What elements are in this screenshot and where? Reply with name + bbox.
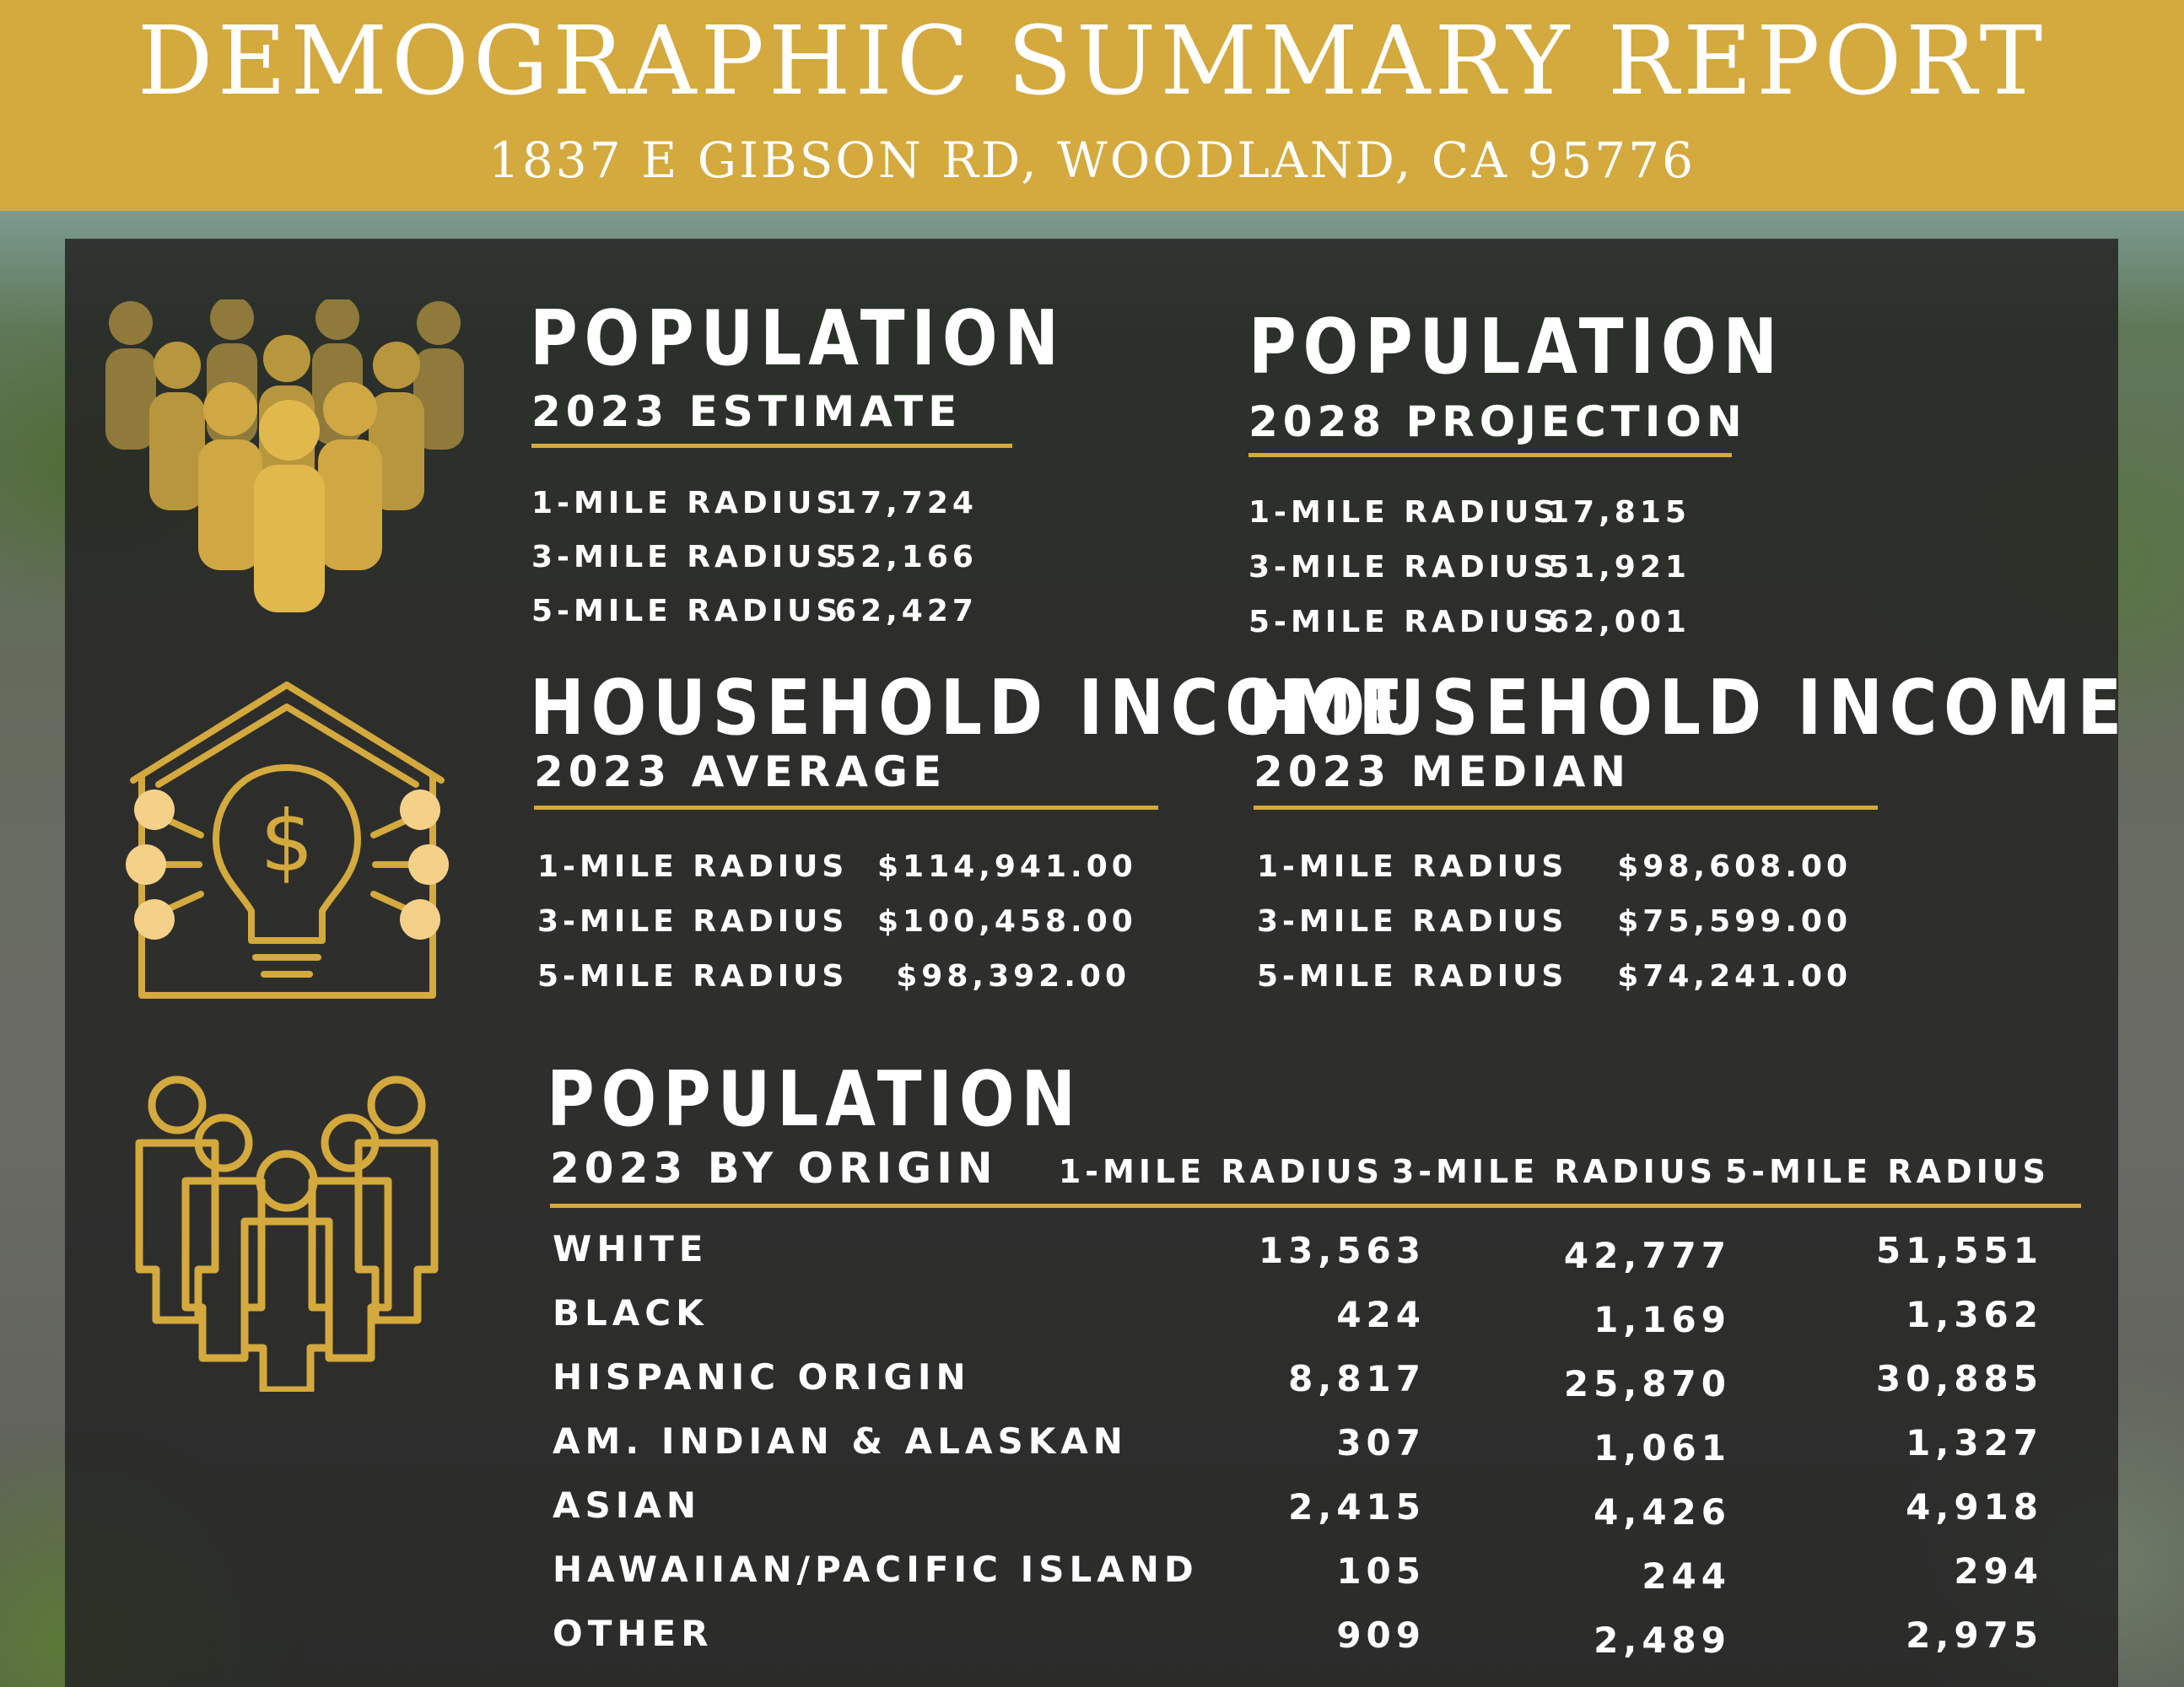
origin-cell: 2,415 bbox=[1288, 1486, 1426, 1528]
origin-cell: 42,777 bbox=[1563, 1235, 1731, 1276]
income-avg-rule bbox=[534, 806, 1158, 810]
origin-cell: 1,362 bbox=[1906, 1294, 2043, 1335]
pop-2023-row-value: 17,724 bbox=[835, 486, 978, 520]
origin-cell: 1,169 bbox=[1594, 1299, 1731, 1340]
house-income-icon: $ bbox=[126, 682, 449, 999]
origin-cell: 424 bbox=[1336, 1294, 1426, 1335]
pop-2028-title: POPULATION bbox=[1248, 303, 1784, 391]
income-avg-row-value: $114,941.00 bbox=[877, 849, 1137, 884]
pop-2023-title: POPULATION bbox=[530, 294, 1065, 383]
income-avg-row-value: $100,458.00 bbox=[877, 904, 1137, 939]
people-outline-icon bbox=[135, 1075, 439, 1392]
origin-cell: 307 bbox=[1336, 1422, 1426, 1463]
origin-cell: 8,817 bbox=[1288, 1358, 1426, 1399]
origin-cell: 25,870 bbox=[1563, 1363, 1731, 1404]
origin-column-header: 5-MILE RADIUS bbox=[1724, 1153, 2050, 1190]
origin-row-label: OTHER bbox=[553, 1613, 714, 1654]
origin-title: POPULATION bbox=[547, 1055, 1082, 1144]
origin-row-label: WHITE bbox=[553, 1228, 709, 1269]
origin-cell: 909 bbox=[1336, 1614, 1426, 1656]
pop-2023-row-value: 52,166 bbox=[835, 540, 978, 574]
income-median-row-label: 5-MILE RADIUS bbox=[1257, 959, 1568, 994]
origin-cell: 30,885 bbox=[1875, 1358, 2043, 1399]
income-median-title: HOUSEHOLD INCOME bbox=[1248, 664, 2129, 752]
pop-2023-row-label: 3-MILE RADIUS bbox=[531, 540, 843, 574]
origin-column-header: 3-MILE RADIUS bbox=[1391, 1153, 1717, 1190]
origin-cell: 51,551 bbox=[1875, 1230, 2043, 1271]
origin-cell: 1,061 bbox=[1594, 1427, 1731, 1469]
income-median-row-value: $75,599.00 bbox=[1617, 904, 1852, 939]
pop-2023-subtitle: 2023 ESTIMATE bbox=[531, 387, 963, 436]
income-median-subtitle: 2023 MEDIAN bbox=[1254, 747, 1631, 796]
income-avg-row-value: $98,392.00 bbox=[896, 959, 1130, 994]
pop-2023-row-value: 62,427 bbox=[835, 594, 978, 628]
income-avg-title: HOUSEHOLD INCOME bbox=[530, 664, 1410, 752]
origin-row-label: HISPANIC ORIGIN bbox=[553, 1356, 971, 1398]
pop-2028-row-value: 51,921 bbox=[1548, 550, 1691, 585]
income-avg-subtitle: 2023 AVERAGE bbox=[534, 747, 947, 796]
pop-2023-rule bbox=[531, 444, 1012, 448]
origin-row-label: AM. INDIAN & ALASKAN bbox=[553, 1420, 1128, 1462]
origin-rule bbox=[550, 1204, 2081, 1208]
origin-cell: 244 bbox=[1642, 1555, 1731, 1597]
origin-cell: 4,426 bbox=[1594, 1491, 1731, 1533]
origin-subtitle: 2023 BY ORIGIN bbox=[550, 1144, 998, 1193]
pop-2028-rule bbox=[1248, 453, 1732, 457]
origin-cell: 2,489 bbox=[1594, 1620, 1731, 1661]
pop-2028-subtitle: 2028 PROJECTION bbox=[1248, 397, 1747, 446]
pop-2028-row-value: 62,001 bbox=[1548, 605, 1691, 639]
origin-column-header: 1-MILE RADIUS bbox=[1058, 1153, 1383, 1190]
income-median-rule bbox=[1254, 806, 1878, 810]
origin-cell: 1,327 bbox=[1906, 1422, 2043, 1463]
income-median-row-value: $74,241.00 bbox=[1617, 959, 1852, 994]
pop-2028-row-label: 1-MILE RADIUS bbox=[1248, 495, 1560, 530]
origin-cell: 13,563 bbox=[1258, 1230, 1426, 1271]
income-median-row-label: 3-MILE RADIUS bbox=[1257, 904, 1568, 939]
origin-cell: 294 bbox=[1954, 1550, 2043, 1592]
report-header: DEMOGRAPHIC SUMMARY REPORT 1837 E GIBSON… bbox=[0, 0, 2184, 211]
income-median-row-value: $98,608.00 bbox=[1617, 849, 1852, 884]
pop-2023-row-label: 5-MILE RADIUS bbox=[531, 594, 843, 628]
origin-cell: 4,918 bbox=[1906, 1486, 2043, 1528]
report-address: 1837 E GIBSON RD, WOODLAND, CA 95776 bbox=[488, 132, 1696, 189]
svg-text:$: $ bbox=[260, 792, 314, 891]
income-avg-row-label: 1-MILE RADIUS bbox=[537, 849, 849, 884]
income-avg-row-label: 5-MILE RADIUS bbox=[537, 959, 849, 994]
origin-cell: 2,975 bbox=[1906, 1614, 2043, 1656]
pop-2023-row-label: 1-MILE RADIUS bbox=[531, 486, 843, 520]
origin-cell: 105 bbox=[1336, 1550, 1426, 1592]
income-median-row-label: 1-MILE RADIUS bbox=[1257, 849, 1568, 884]
origin-row-label: HAWAIIAN/PACIFIC ISLAND bbox=[553, 1549, 1199, 1590]
origin-row-label: BLACK bbox=[553, 1292, 709, 1334]
pop-2028-row-value: 17,815 bbox=[1548, 495, 1691, 530]
pop-2028-row-label: 5-MILE RADIUS bbox=[1248, 605, 1560, 639]
report-title: DEMOGRAPHIC SUMMARY REPORT bbox=[137, 7, 2047, 116]
income-avg-row-label: 3-MILE RADIUS bbox=[537, 904, 849, 939]
origin-row-label: ASIAN bbox=[553, 1485, 702, 1526]
pop-2028-row-label: 3-MILE RADIUS bbox=[1248, 550, 1560, 585]
crowd-icon bbox=[105, 299, 464, 612]
